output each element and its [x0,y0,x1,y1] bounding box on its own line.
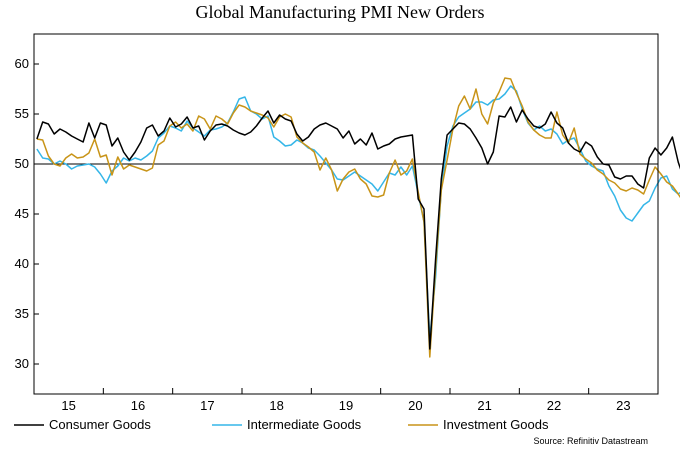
plot-frame [33,33,659,395]
y-tick-label: 60 [15,56,29,71]
series-line-consumer-goods [36,106,680,350]
series-line-intermediate-goods [36,85,680,340]
legend-label: Consumer Goods [49,417,151,432]
y-tick-label: 45 [15,206,29,221]
y-tick-label: 55 [15,106,29,121]
x-tick-label: 20 [408,398,422,413]
legend-label: Investment Goods [443,417,549,432]
x-tick-label: 21 [477,398,491,413]
x-axis: 15 16 17 18 19 20 21 22 23 [61,388,631,413]
series-layer [36,77,680,358]
x-tick-label: 18 [269,398,283,413]
chart-title: Global Manufacturing PMI New Orders [196,2,485,22]
x-tick-label: 22 [547,398,561,413]
x-tick-label: 19 [339,398,353,413]
y-axis: 30 35 40 45 50 55 60 [15,56,39,371]
series-line-investment-goods [36,77,680,358]
y-tick-label: 35 [15,306,29,321]
x-tick-label: 17 [200,398,214,413]
x-tick-label: 16 [131,398,145,413]
y-tick-label: 40 [15,256,29,271]
legend: Consumer Goods Intermediate Goods Investme… [14,417,549,432]
x-tick-label: 15 [61,398,75,413]
y-tick-label: 50 [15,156,29,171]
y-tick-label: 30 [15,356,29,371]
source-note: Source: Refinitiv Datastream [533,436,648,446]
x-tick-label: 23 [616,398,630,413]
legend-label: Intermediate Goods [247,417,362,432]
